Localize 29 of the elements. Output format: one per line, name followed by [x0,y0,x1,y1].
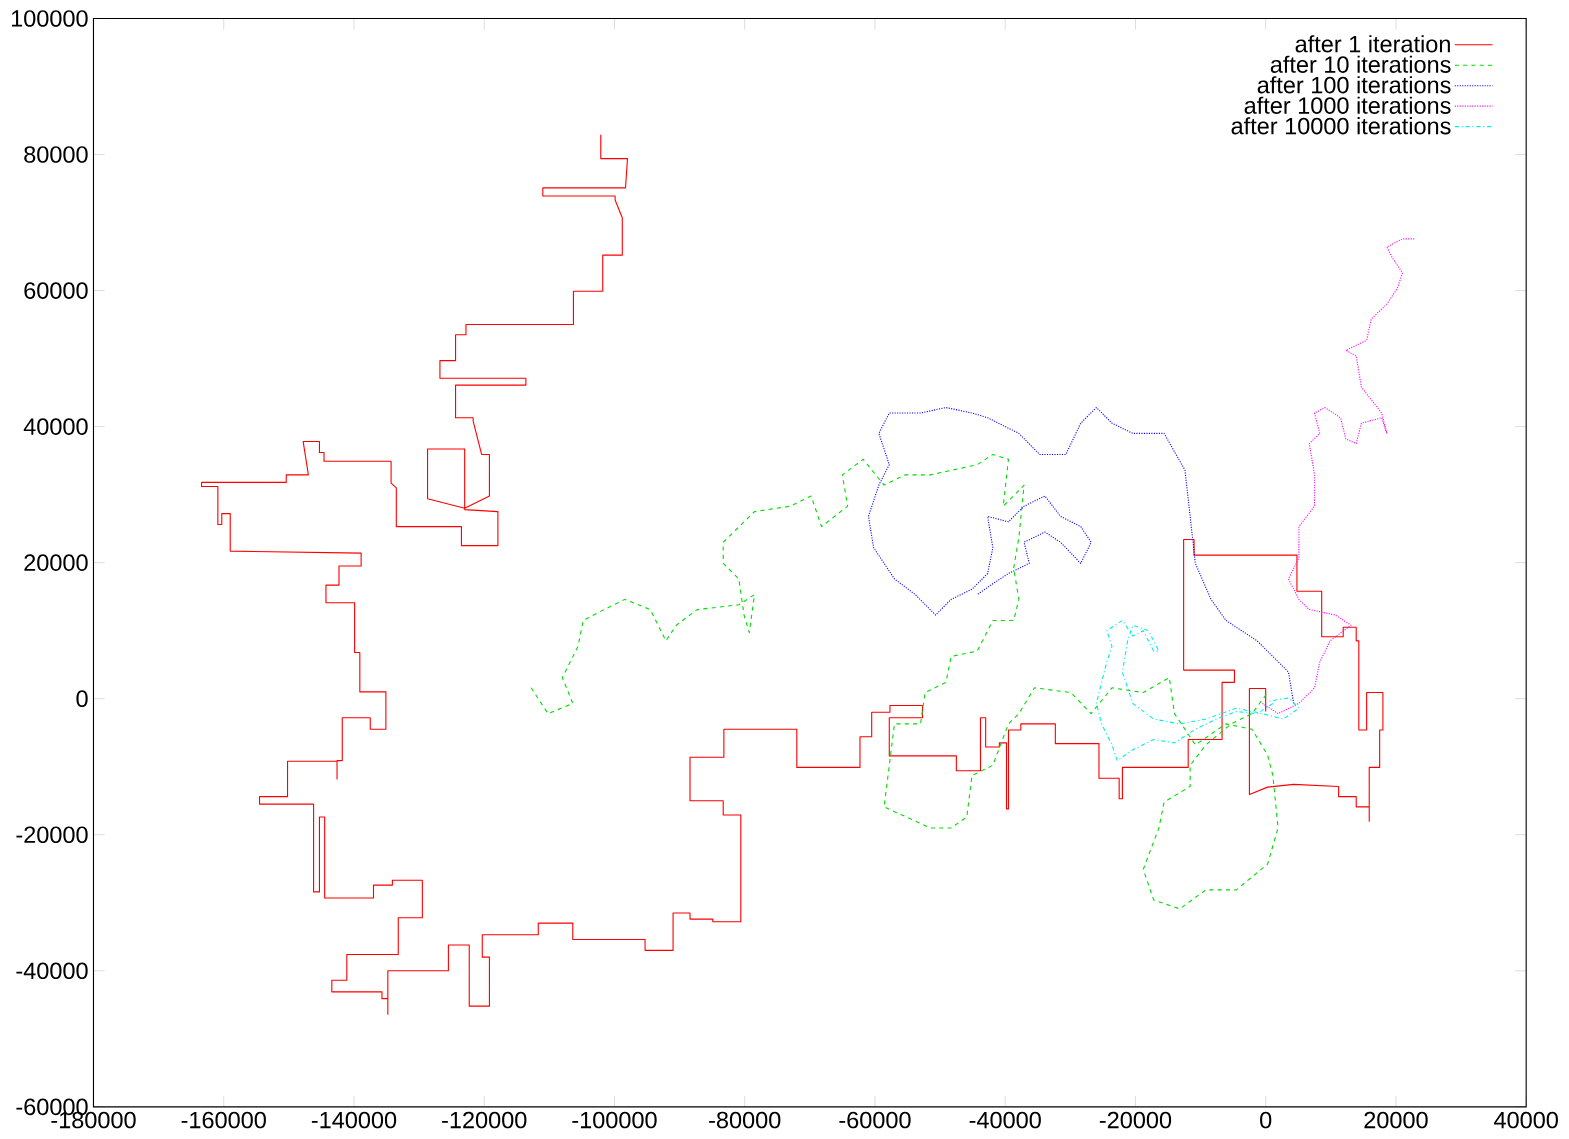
legend-label: after 1 iteration [1295,35,1450,53]
legend-label: after 1000 iterations [1244,96,1451,115]
line-series [1095,620,1300,762]
x-tick-label: -60000 [839,1111,911,1129]
legend-label: after 100 iterations [1257,76,1451,94]
legend-label: after 10 iterations [1270,55,1451,74]
y-tick-label: -40000 [16,962,88,980]
x-tick-label: 0 [1260,1111,1272,1129]
x-tick-label: -140000 [311,1111,397,1129]
x-tick-label: -80000 [709,1111,781,1129]
legend-label: after 10000 iterations [1231,117,1451,135]
x-tick-label: -100000 [572,1111,657,1129]
x-tick-label: -40000 [969,1111,1041,1129]
y-tick-label: 80000 [24,146,88,164]
line-series [867,407,1295,705]
x-tick-label: 40000 [1494,1111,1558,1129]
line-series [530,454,1279,910]
y-tick-label: 60000 [24,282,88,300]
x-tick-label: -20000 [1099,1111,1172,1129]
y-tick-label: -20000 [16,826,88,844]
y-tick-label: 40000 [23,418,88,436]
line-series [201,134,1384,1016]
line-series [1261,238,1416,715]
x-tick-label: 20000 [1364,1111,1428,1129]
x-tick-label: -120000 [442,1111,527,1129]
y-tick-label: 20000 [24,554,88,572]
x-tick-label: -160000 [181,1111,266,1129]
y-tick-label: 100000 [11,10,88,28]
y-tick-label: 0 [76,690,88,708]
